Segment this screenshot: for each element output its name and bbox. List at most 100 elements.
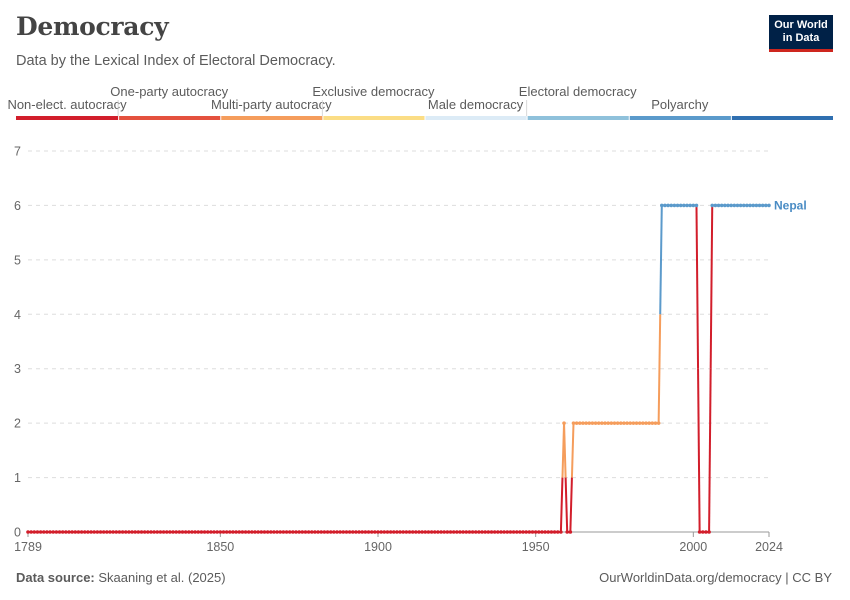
series-point	[533, 530, 538, 534]
series-points	[26, 203, 771, 534]
series-line-transition	[659, 205, 663, 315]
series-point	[568, 530, 573, 534]
series-point	[174, 530, 178, 534]
series-point	[543, 530, 547, 534]
series-point	[332, 530, 336, 534]
series-point	[350, 530, 355, 534]
legend-label-5: Electoral democracy	[519, 84, 637, 99]
data-source-value[interactable]: Skaaning et al. (2025)	[98, 570, 226, 585]
series-point	[256, 530, 260, 534]
data-source: Data source: Skaaning et al. (2025)	[16, 570, 226, 585]
series-point	[710, 203, 715, 208]
series-point	[171, 530, 175, 534]
series-point	[287, 530, 292, 534]
series-point	[473, 530, 478, 534]
series-point	[101, 530, 106, 534]
series-point	[439, 530, 443, 534]
series-point	[54, 530, 59, 534]
series-point	[401, 530, 406, 534]
data-source-label: Data source:	[16, 570, 95, 585]
series-point	[328, 530, 333, 534]
series-point	[615, 421, 620, 425]
series-point	[735, 203, 740, 208]
series-point	[464, 530, 469, 534]
series-point	[508, 530, 513, 534]
series-point	[729, 203, 733, 208]
series-point	[86, 530, 90, 534]
series-point	[688, 203, 692, 208]
series-point	[127, 530, 131, 534]
series-point	[398, 530, 402, 534]
series-point	[436, 530, 440, 534]
series-point	[82, 530, 87, 534]
series-point	[205, 530, 210, 534]
series-point	[685, 203, 689, 208]
series-point	[73, 530, 78, 534]
series-point	[187, 530, 191, 534]
owid-logo[interactable]: Our World in Data	[769, 15, 833, 52]
series-point	[180, 530, 185, 534]
series-point	[268, 530, 273, 534]
series-point	[540, 530, 544, 534]
series-point	[483, 530, 488, 534]
series-point	[596, 421, 601, 425]
series-point	[637, 421, 642, 425]
series-point	[228, 530, 232, 534]
series-point	[546, 530, 551, 534]
series-point	[499, 530, 503, 534]
series-point	[502, 530, 506, 534]
series-point	[445, 530, 450, 534]
series-point	[373, 530, 377, 534]
series-point	[619, 421, 623, 425]
series-point	[199, 530, 204, 534]
series-point	[265, 530, 270, 534]
series-point	[120, 530, 125, 534]
series-point	[388, 530, 393, 534]
series-point	[745, 203, 749, 208]
series-point	[606, 421, 610, 425]
series-point	[379, 530, 383, 534]
series-point	[480, 530, 484, 534]
legend-label-3: Exclusive democracy	[312, 84, 435, 99]
series-point	[146, 530, 150, 534]
series-point	[259, 530, 264, 534]
series-point	[240, 530, 245, 534]
series-line-transition	[570, 423, 575, 478]
series-point	[663, 203, 667, 208]
series-point	[70, 530, 74, 534]
credit-link[interactable]: OurWorldinData.org/democracy | CC BY	[599, 570, 832, 585]
series-point	[514, 530, 519, 534]
series-point	[92, 530, 97, 534]
series-point	[32, 530, 37, 534]
series-point	[196, 530, 201, 534]
series-point	[650, 421, 655, 425]
legend-swatch-5	[527, 116, 629, 120]
series-point	[344, 530, 349, 534]
series-point	[492, 530, 497, 534]
series-point	[697, 530, 702, 534]
series-point	[432, 530, 437, 534]
series-point	[221, 530, 226, 534]
y-tick-label-7: 7	[14, 145, 21, 159]
series-point	[659, 203, 664, 208]
y-tick-label-4: 4	[14, 308, 21, 322]
series-point	[243, 530, 248, 534]
series-point	[760, 203, 765, 208]
series-point	[168, 530, 172, 534]
series-line-transition	[708, 368, 712, 533]
x-tick-label-1850: 1850	[206, 540, 234, 554]
series-point	[123, 530, 128, 534]
series-point	[625, 421, 629, 425]
series-point	[442, 530, 447, 534]
series-point	[458, 530, 462, 534]
series-point	[108, 530, 112, 534]
series-point	[675, 203, 680, 208]
series-point	[732, 203, 737, 208]
series-point	[231, 530, 235, 534]
logo-line-1: Our World	[774, 19, 828, 31]
series-point	[67, 530, 71, 534]
series-point	[45, 530, 49, 534]
series-point	[272, 530, 276, 534]
series-point	[237, 530, 242, 534]
